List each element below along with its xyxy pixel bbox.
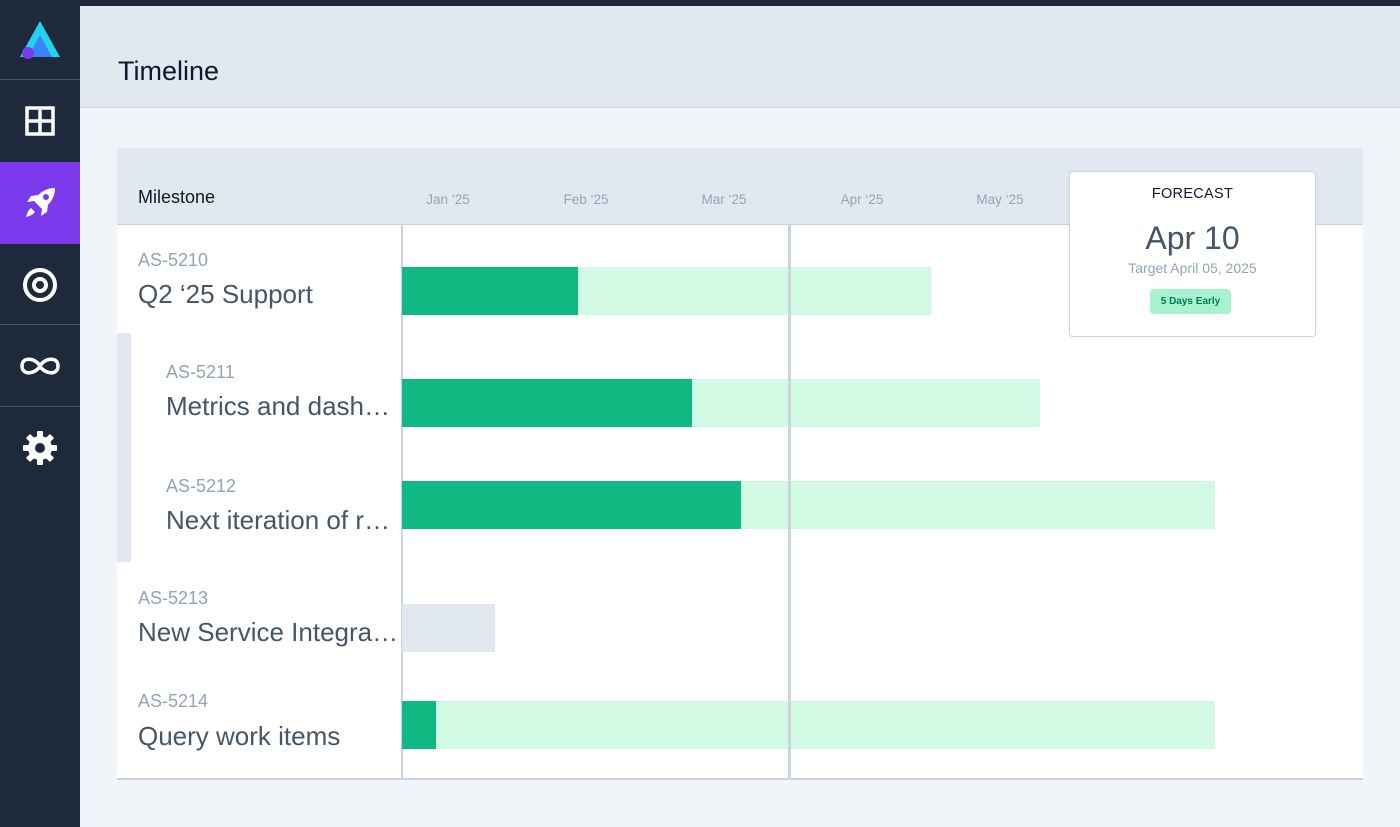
bar-pending	[402, 604, 495, 652]
month-label: Jan ‘25	[426, 192, 470, 207]
month-label: Apr ‘25	[840, 192, 884, 207]
milestone-name[interactable]: Q2 ‘25 Support	[138, 279, 313, 309]
milestone-name[interactable]: Query work items	[138, 721, 341, 751]
milestone-name[interactable]: Next iteration of reporting	[166, 505, 401, 535]
sidebar	[0, 0, 80, 827]
timeline-bar[interactable]	[402, 267, 931, 315]
bar-completed	[402, 481, 741, 529]
milestone-id: AS-5212	[166, 476, 237, 496]
sidebar-item-cycles[interactable]	[0, 325, 80, 407]
page-header: Timeline	[80, 6, 1400, 108]
infinity-icon	[20, 357, 60, 375]
logo-icon	[20, 21, 60, 59]
top-strip	[80, 0, 1400, 6]
timeline-bar[interactable]	[402, 481, 1215, 529]
sidebar-separator	[0, 79, 80, 80]
bar-remaining	[402, 701, 1215, 749]
forecast-date: Apr 10	[1145, 220, 1240, 256]
timeline-bar[interactable]	[402, 701, 1215, 749]
sidebar-item-settings[interactable]	[0, 407, 80, 489]
milestone-id: AS-5211	[166, 362, 235, 382]
month-label: May ‘25	[976, 192, 1024, 207]
timeline-bar[interactable]	[402, 604, 495, 652]
month-label: Feb ‘25	[563, 192, 609, 207]
milestone-id: AS-5210	[138, 250, 209, 270]
forecast-popover: FORECAST Apr 10 Target April 05, 2025 5 …	[1069, 171, 1316, 337]
app-logo[interactable]	[0, 0, 80, 80]
bar-completed	[402, 379, 692, 427]
child-group-indicator	[117, 333, 131, 562]
sidebar-item-milestones[interactable]	[0, 162, 80, 244]
forecast-target: Target April 05, 2025	[1128, 260, 1257, 276]
timeline-bar[interactable]	[402, 379, 1040, 427]
forecast-label: FORECAST	[1151, 186, 1234, 202]
grid-icon	[25, 106, 55, 136]
gear-icon	[23, 431, 57, 465]
bar-completed	[402, 701, 436, 749]
milestone-name[interactable]: New Service Integration	[138, 617, 400, 647]
sidebar-separator	[0, 406, 80, 407]
page-title: Timeline	[118, 56, 220, 86]
today-marker	[788, 225, 791, 780]
milestone-column-header: Milestone	[138, 187, 216, 207]
sidebar-item-dashboard[interactable]	[0, 80, 80, 162]
milestone-id: AS-5214	[138, 691, 209, 711]
milestone-id: AS-5213	[138, 588, 209, 608]
status-badge: 5 Days Early	[1150, 289, 1231, 314]
target-icon	[23, 268, 57, 302]
month-label: Mar ‘25	[701, 192, 747, 207]
sidebar-separator	[0, 324, 80, 325]
bar-completed	[402, 267, 578, 315]
sidebar-item-goals[interactable]	[0, 244, 80, 326]
rocket-icon	[26, 188, 55, 217]
milestone-name[interactable]: Metrics and dashboards	[166, 391, 401, 421]
